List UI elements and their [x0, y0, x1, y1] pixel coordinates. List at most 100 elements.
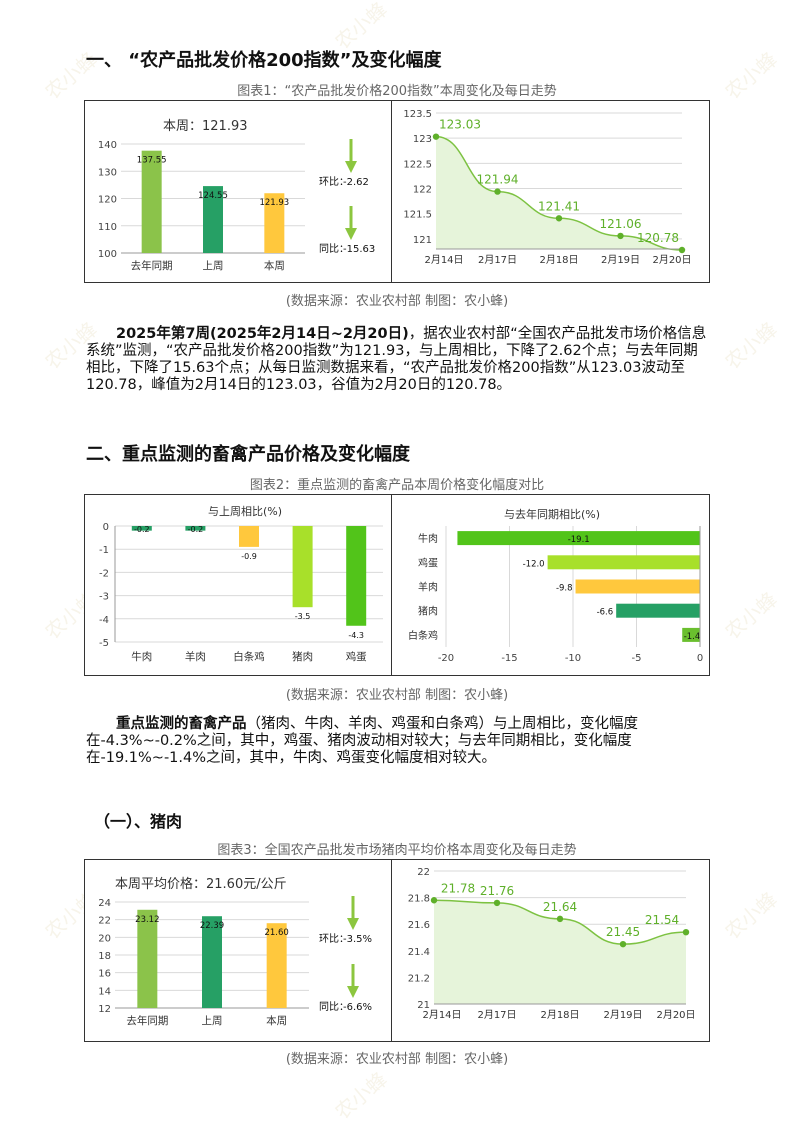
y-tick-label: 21.6: [408, 920, 430, 931]
bar-value-label: 121.93: [259, 198, 289, 208]
x-tick-label: -15: [501, 653, 517, 664]
paragraph-2-bold: 重点监测的畜禽产品: [116, 716, 247, 732]
bar-chart-index-weekly: 本周：121.93 100 110 120 130 140 137.55 去年同期 124.55…: [98, 119, 375, 272]
paragraph-2-text: （猪肉、牛肉、羊肉、鸡蛋和白条鸡）与上周相比，变化幅度在-4.3%~-0.2%之…: [86, 716, 638, 766]
y-tick-label: 123: [413, 134, 432, 145]
data-point: [682, 928, 690, 936]
chart-source-3: (数据来源：农业农村部 制图：农小蜂): [285, 1052, 509, 1067]
data-label: 21.54: [645, 913, 679, 927]
y-tick-label: 0: [103, 522, 109, 533]
x-tick-label: 0: [697, 653, 703, 664]
x-tick-label: 2月20日: [656, 1009, 695, 1021]
section-heading-3: （一）、猪肉: [94, 812, 183, 831]
annotation-label: 同比：: [319, 243, 349, 255]
x-tick-label: 2月20日: [652, 254, 691, 266]
y-tick-label: -3: [99, 592, 109, 603]
y-tick-label: 22: [98, 916, 111, 927]
x-tick-label: 本周: [264, 259, 285, 272]
bar-value-label: -6.6: [597, 608, 614, 618]
chart-title: 本周：121.93: [163, 119, 248, 134]
paragraph-1-bold: 2025年第7周(2025年2月14日~2月20日): [116, 326, 409, 342]
data-label: 21.45: [606, 925, 640, 939]
y-tick-label: 24: [98, 898, 111, 909]
y-tick-label: 120: [98, 195, 117, 206]
bar: [346, 526, 367, 626]
y-tick-label: 鸡蛋: [418, 556, 438, 569]
bar: [137, 909, 158, 1008]
data-label: 21.64: [543, 900, 577, 914]
y-tick-label: 牛肉: [418, 532, 438, 545]
bar-value-label: -9.8: [556, 584, 573, 594]
x-tick-label: 羊肉: [185, 650, 206, 663]
y-tick-label: 122.5: [403, 159, 432, 170]
annotation-value: -3.5%: [343, 934, 372, 945]
paragraph-2: 重点监测的畜禽产品（猪肉、牛肉、羊肉、鸡蛋和白条鸡）与上周相比，变化幅度在-4.…: [86, 716, 712, 767]
annotation-value: -2.62: [343, 177, 369, 188]
section-heading-1: 一、 “农产品批发价格200指数”及变化幅度: [86, 50, 442, 71]
chart-panel: 与上周相比(%) 0 -1 -2 -3 -4 -5 -0.2 牛肉 -0.2 羊肉 -0.9 白条鸡 -3…: [84, 494, 392, 676]
bar-value-label: 23.12: [135, 915, 159, 925]
chart-caption-1: 图表1：“农产品批发价格200指数”本周变化及每日走势: [237, 84, 557, 99]
bar-value-label: 137.55: [137, 156, 167, 166]
x-tick-label: 2月18日: [540, 1009, 579, 1021]
chart-panel: 本周平均价格：21.60元/公斤 12 14 16 18 20 22 24 23.12 去年同期 2…: [84, 859, 392, 1042]
bar: [292, 526, 313, 608]
y-tick-label: 猪肉: [418, 605, 438, 618]
y-tick-label: 20: [98, 933, 111, 944]
x-tick-label: 猪肉: [292, 650, 313, 663]
bar: [457, 531, 700, 546]
y-tick-label: 21.4: [408, 947, 430, 958]
chart-source-1: (数据来源：农业农村部 制图：农小蜂): [285, 294, 509, 309]
y-tick-label: 22: [417, 867, 430, 878]
x-tick-label: -5: [632, 653, 642, 664]
x-tick-label: 本周: [266, 1014, 287, 1027]
annotation-label: 同比：: [319, 1001, 349, 1013]
data-label: 121.06: [600, 217, 642, 231]
x-tick-label: 去年同期: [126, 1014, 168, 1027]
data-point: [493, 899, 501, 907]
data-label: 121.94: [477, 173, 519, 187]
chart-caption-2: 图表2：重点监测的畜禽产品本周价格变化幅度对比: [249, 478, 545, 493]
x-tick-label: 2月19日: [601, 254, 640, 266]
bar-value-label: 21.60: [264, 928, 288, 938]
chart-title: 与去年同期相比(%): [504, 507, 600, 521]
chart-source-2: (数据来源：农业农村部 制图：农小蜂): [285, 688, 509, 703]
bar-value-label: -12.0: [523, 559, 545, 569]
annotation-label: 环比：: [319, 176, 349, 188]
bar: [202, 916, 222, 1008]
chart-panel: 121 121.5 122 122.5 123 123.5 123.03 2月14日 121.9…: [391, 100, 710, 283]
bar-value-label: 22.39: [200, 921, 224, 931]
paragraph-1-text: ，据农业农村部“全国农产品批发市场价格信息系统”监测，“农产品批发价格200指数…: [86, 326, 707, 393]
annotation-value: -15.63: [343, 244, 375, 255]
bar: [131, 526, 152, 531]
y-tick-label: 122: [413, 185, 432, 196]
y-tick-label: -4: [99, 615, 109, 626]
bar: [682, 627, 700, 642]
data-point: [432, 133, 440, 140]
y-tick-label: 羊肉: [418, 581, 438, 594]
chart-panel: 21 21.2 21.4 21.6 21.8 22 21.78 2月14日 21.76 2月17日…: [391, 859, 710, 1042]
series-line: [435, 135, 683, 251]
bar-value-label: -19.1: [568, 535, 590, 545]
watermark: 农小蜂: [720, 587, 782, 645]
y-tick-label: 18: [98, 951, 111, 962]
bar: [547, 555, 700, 570]
chart-panel: 本周：121.93 100 110 120 130 140 137.55 去年同期 124.55…: [84, 100, 392, 283]
y-tick-label: 130: [98, 167, 117, 178]
watermark: 农小蜂: [330, 1067, 392, 1125]
bar: [141, 150, 162, 253]
down-arrow-head-icon: [345, 228, 357, 240]
x-tick-label: 鸡蛋: [346, 650, 367, 663]
section-heading-2: 二、重点监测的畜禽产品价格及变化幅度: [86, 444, 410, 465]
chart-title: 与上周相比(%): [208, 505, 282, 518]
area-fill: [434, 900, 686, 1004]
x-tick-label: 2月14日: [424, 254, 463, 266]
y-tick-label: 121.5: [403, 210, 432, 221]
y-tick-label: 14: [98, 986, 111, 997]
bar-value-label: -3.5: [295, 612, 311, 621]
data-label: 121.41: [538, 199, 580, 213]
y-tick-label: 21.2: [408, 973, 430, 984]
y-tick-label: 16: [98, 969, 111, 980]
data-point: [619, 940, 627, 948]
chart-panel: 与去年同期相比(%) -20 -15 -10 -5 0 牛肉 -19.1 鸡蛋 -12.0 羊肉 -9…: [391, 494, 710, 676]
